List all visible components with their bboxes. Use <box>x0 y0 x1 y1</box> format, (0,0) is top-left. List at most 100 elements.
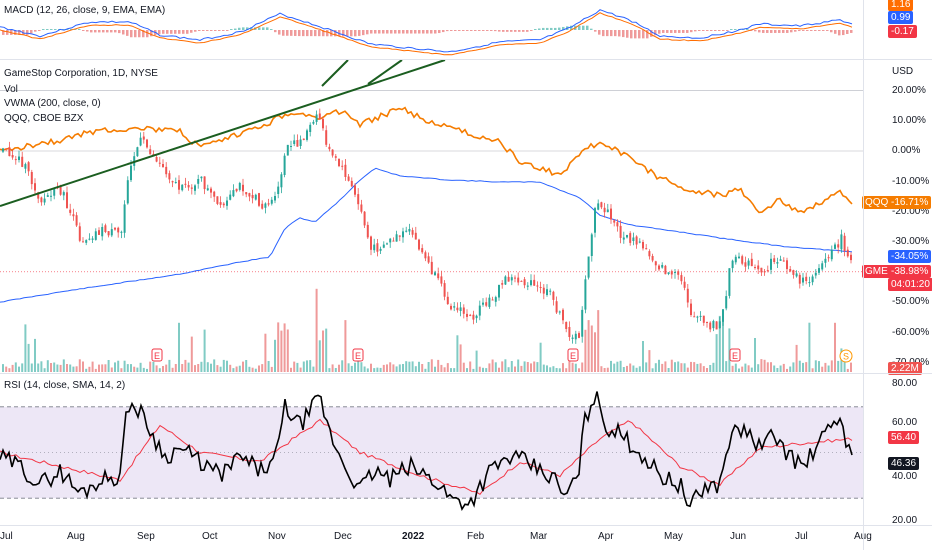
macd-histogram-bar <box>150 30 153 37</box>
macd-line-value: 0.99 <box>888 11 914 24</box>
volume-bar <box>50 363 52 372</box>
volume-bar <box>168 359 171 372</box>
macd-histogram-bar <box>238 27 241 30</box>
candle-body <box>21 156 24 167</box>
macd-histogram-bar <box>762 30 765 33</box>
candle-body <box>350 180 353 187</box>
macd-histogram-bar <box>462 30 465 31</box>
pane-separator[interactable] <box>0 59 932 60</box>
macd-histogram-bar <box>446 30 449 32</box>
volume-bar <box>149 361 152 372</box>
volume-bar <box>414 366 417 372</box>
volume-bar <box>488 363 491 372</box>
macd-histogram-bar <box>486 30 489 31</box>
macd-histogram-bar <box>346 30 349 37</box>
volume-bar <box>696 363 699 372</box>
candle-body <box>203 176 206 190</box>
candle-body <box>456 307 459 311</box>
macd-histogram-bar <box>850 30 853 33</box>
volume-bar <box>264 333 267 372</box>
volume-bar <box>491 359 494 372</box>
volume-bar <box>427 362 430 372</box>
earnings-label: E <box>154 351 160 361</box>
rsi-title[interactable]: RSI (14, close, SMA, 14, 2) <box>4 380 126 391</box>
volume-bar <box>174 364 177 372</box>
macd-histogram-bar <box>426 30 429 34</box>
macd-histogram-bar <box>174 30 177 34</box>
volume-bar <box>389 362 392 372</box>
volume-bar <box>530 363 532 372</box>
volume-bar <box>674 362 676 372</box>
vwma-value-tag: -34.05% <box>888 250 932 263</box>
macd-histogram-bar <box>498 30 501 32</box>
volume-bar <box>837 360 840 372</box>
candle-body <box>686 288 689 303</box>
macd-histogram-bar <box>538 28 541 30</box>
volume-bar <box>574 363 577 372</box>
candle-body <box>776 262 779 264</box>
legend-qqq[interactable]: QQQ, CBOE BZX <box>4 113 84 124</box>
candle-body <box>98 230 100 235</box>
volume-bar <box>629 363 632 372</box>
macd-histogram-bar <box>190 30 193 33</box>
gme-value-tag: -38.98% <box>888 265 932 278</box>
pane-separator[interactable] <box>0 373 932 374</box>
volume-bar <box>379 367 382 372</box>
volume-bar <box>450 368 452 372</box>
macd-histogram-bar <box>38 30 41 31</box>
candle-body <box>216 196 219 204</box>
volume-bar <box>600 366 603 372</box>
volume-bar <box>270 366 273 372</box>
macd-histogram-bar <box>206 30 209 31</box>
earnings-icon <box>151 348 163 362</box>
legend-vwma[interactable]: VWMA (200, close, 0) <box>4 98 101 109</box>
volume-bar <box>2 364 4 372</box>
macd-histogram-bar <box>678 30 681 33</box>
macd-histogram-bar <box>258 27 261 30</box>
macd-histogram-bar <box>470 30 473 31</box>
volume-bar <box>661 363 664 372</box>
volume-bar <box>366 368 369 372</box>
volume-bar <box>27 343 30 372</box>
volume-bar <box>408 361 411 372</box>
candle-body <box>101 227 104 237</box>
legend-volume[interactable]: Vol <box>4 84 18 95</box>
candle-body <box>306 130 308 140</box>
macd-histogram-bar <box>558 27 561 30</box>
volume-bar <box>670 359 673 372</box>
time-tick-label: Jun <box>730 531 747 542</box>
macd-histogram-bar <box>390 30 393 34</box>
time-tick-label: Aug <box>854 531 872 543</box>
candle-body <box>546 289 548 295</box>
candle-body <box>120 231 123 233</box>
macd-histogram-bar <box>790 30 793 33</box>
price-tick-label: 20.00% <box>892 85 926 96</box>
macd-histogram-bar <box>478 30 481 31</box>
volume-bar <box>117 360 120 372</box>
volume-bar <box>712 362 715 372</box>
candle-body <box>376 243 379 252</box>
volume-bar <box>693 362 696 372</box>
volume-bar <box>395 366 398 372</box>
macd-title[interactable]: MACD (12, 26, close, 9, EMA, EMA) <box>4 5 166 16</box>
candle-body <box>510 277 513 281</box>
volume-bar <box>782 363 785 372</box>
macd-histogram-bar <box>434 30 437 34</box>
candle-body <box>843 235 846 251</box>
candle-body <box>613 220 616 223</box>
candle-body <box>162 164 164 168</box>
candle-body <box>741 256 744 264</box>
candle-body <box>661 265 664 268</box>
volume-bar <box>350 365 353 372</box>
candle-body <box>347 176 350 181</box>
volume-bar <box>834 322 836 372</box>
macd-histogram-bar <box>242 27 245 30</box>
candle-body <box>523 279 526 286</box>
candle-body <box>568 327 571 337</box>
volume-bar <box>773 365 776 372</box>
candle-body <box>485 302 488 306</box>
candle-body <box>472 314 475 320</box>
main-title[interactable]: GameStop Corporation, 1D, NYSE <box>4 68 158 79</box>
candle-body <box>715 321 718 330</box>
